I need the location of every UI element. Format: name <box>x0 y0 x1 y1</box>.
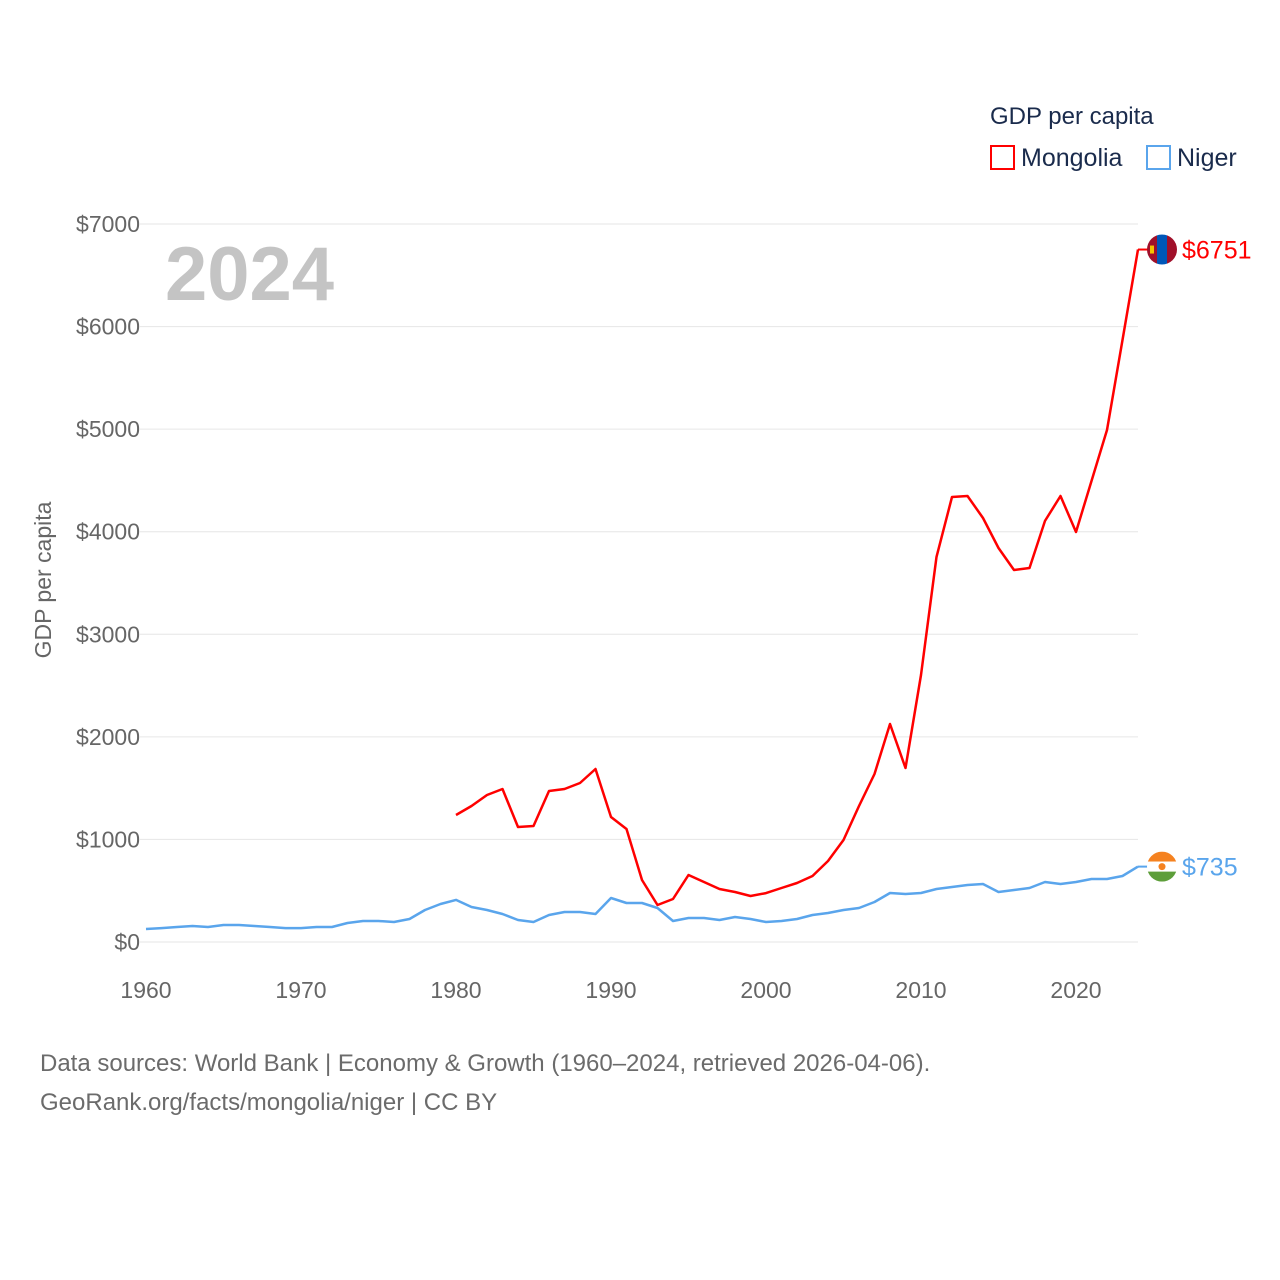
x-tick-label: 2020 <box>1050 977 1101 1003</box>
niger-flag-icon <box>1147 851 1177 882</box>
legend-swatch-niger[interactable] <box>1146 145 1171 170</box>
y-tick-label: $3000 <box>76 621 140 647</box>
x-tick-label: 1990 <box>585 977 636 1003</box>
data-sources-text: Data sources: World Bank | Economy & Gro… <box>40 1050 931 1077</box>
legend-label-mongolia[interactable]: Mongolia <box>1021 144 1123 172</box>
y-tick-label: $1000 <box>76 826 140 852</box>
series-line-niger <box>145 865 1139 931</box>
y-tick-label: $2000 <box>76 724 140 750</box>
legend-label-niger[interactable]: Niger <box>1177 144 1237 172</box>
footer: Data sources: World Bank | Economy & Gro… <box>40 1044 930 1122</box>
legend-title: GDP per capita <box>990 103 1154 130</box>
y-axis-ticks: $0 $1000 $2000 $3000 $4000 $5000 $6000 $7000 <box>76 211 140 955</box>
series-line-mongolia <box>455 249 1140 907</box>
y-axis-label: GDP per capita <box>30 501 56 658</box>
flag-stripe <box>1147 851 1177 862</box>
flag-sun <box>1158 863 1166 871</box>
y-tick-label: $4000 <box>76 519 140 545</box>
end-value-label-mongolia: $6751 <box>1182 237 1252 265</box>
y-tick-label: $6000 <box>76 314 140 340</box>
y-tick-label: $0 <box>114 929 140 955</box>
flag-body <box>1147 851 1177 882</box>
flag-body <box>1147 234 1177 265</box>
soyombo-symbol <box>1150 245 1154 254</box>
x-axis-ticks: 1960 1970 1980 1990 2000 2010 2020 <box>120 977 1101 1003</box>
flag-stripe <box>1167 234 1177 265</box>
flag-stripe <box>1147 871 1177 882</box>
year-watermark: 2024 <box>165 232 334 317</box>
y-tick-label: $5000 <box>76 416 140 442</box>
mongolia-flag-icon <box>1147 234 1177 265</box>
series-lines <box>145 249 1140 931</box>
legend-swatch-mongolia[interactable] <box>990 145 1015 170</box>
flag-stripe <box>1157 234 1167 265</box>
grid-lines <box>140 223 1138 943</box>
end-value-label-niger: $735 <box>1182 854 1238 882</box>
y-tick-label: $7000 <box>76 211 140 237</box>
x-tick-label: 1960 <box>120 977 171 1003</box>
source-link[interactable]: GeoRank.org/facts/mongolia/niger | CC BY <box>40 1089 498 1116</box>
x-tick-label: 1980 <box>430 977 481 1003</box>
series-end-markers: $6751 $735 <box>1138 234 1252 882</box>
x-tick-label: 1970 <box>275 977 326 1003</box>
x-tick-label: 2010 <box>895 977 946 1003</box>
x-tick-label: 2000 <box>740 977 791 1003</box>
legend: GDP per capita Mongolia Niger <box>990 103 1237 172</box>
